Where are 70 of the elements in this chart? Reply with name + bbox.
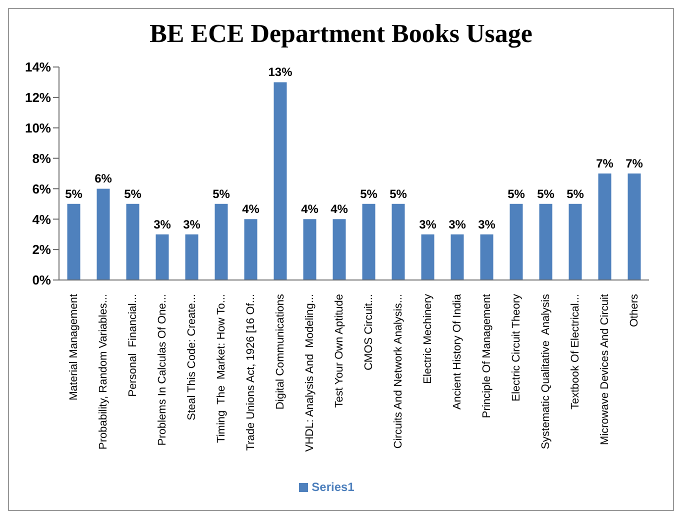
x-tick-label: Material Management (68, 294, 80, 400)
bar (568, 204, 582, 280)
x-tick-label: Electric Circuit Theory (510, 294, 522, 402)
data-label: 4% (242, 202, 260, 216)
x-tick-label: VHDL: Analysis And Modeling... (304, 294, 316, 452)
data-label: 5% (508, 186, 526, 201)
data-label: 3% (478, 217, 496, 232)
x-tick-label: Problems In Calculas Of One... (156, 294, 168, 446)
bar (392, 204, 405, 280)
data-label: 5% (212, 186, 230, 201)
x-tick-label: Digital Communications (274, 294, 286, 410)
x-tick-label: Personal Financial... (126, 294, 139, 397)
data-label: 3% (448, 217, 466, 232)
y-tick-label: 14% (24, 60, 52, 75)
data-label: 5% (390, 186, 408, 201)
data-label: 3% (154, 217, 172, 232)
data-label: 5% (65, 186, 83, 201)
chart-title: BE ECE Department Books Usage (148, 19, 534, 49)
data-label: 3% (419, 217, 437, 232)
bar (510, 204, 523, 280)
x-tick-label: Principle Of Management (480, 294, 493, 418)
bar (303, 219, 316, 280)
data-label: 7% (596, 156, 614, 170)
bar (332, 219, 346, 280)
bar (156, 234, 169, 280)
bar (628, 174, 641, 280)
y-tick-label: 6% (32, 181, 52, 196)
x-tick-label: Trade Unions Act, 1926 [16 Of... (244, 294, 257, 451)
bar (96, 188, 110, 280)
data-label: 7% (626, 156, 644, 170)
x-tick-label: Circuits And Network Analysis... (392, 294, 404, 449)
bar (421, 234, 434, 280)
data-label: 5% (566, 186, 584, 201)
data-label: 5% (124, 186, 142, 201)
data-label: 6% (94, 172, 112, 186)
bar (539, 204, 552, 280)
y-tick-label: 10% (24, 120, 52, 136)
bar (362, 204, 376, 280)
x-tick-label: Probability, Random Variables... (97, 294, 110, 450)
y-tick-label: 12% (24, 90, 52, 106)
x-tick-label: Microwave Devices And Circuit (598, 294, 611, 445)
bar (67, 204, 80, 280)
y-tick-label: 8% (32, 150, 52, 166)
bar (274, 82, 287, 280)
bar (450, 234, 464, 280)
x-tick-label: Systematic Qualitative Analysis (540, 294, 552, 450)
legend-label: Series1 (312, 480, 354, 494)
y-tick-label: 4% (32, 212, 52, 227)
bar (185, 234, 198, 280)
data-label: 4% (330, 202, 348, 216)
data-label: 3% (183, 217, 201, 232)
x-tick-label: Textbook Of Electrical... (569, 294, 582, 410)
y-tick-label: 2% (32, 242, 52, 258)
x-tick-label: Ancient History Of India (451, 293, 464, 410)
x-tick-label: Others (628, 294, 640, 328)
x-tick-label: Test Your Own Aptitude (333, 294, 346, 408)
x-tick-label: Steal This Code: Create... (186, 294, 198, 420)
bar (214, 204, 228, 280)
bar (480, 234, 494, 280)
x-tick-label: Electric Mechinery (422, 294, 434, 384)
data-label: 5% (537, 186, 555, 201)
x-tick-label: CMOS Circuit... (362, 294, 375, 370)
bar (598, 174, 612, 280)
bar (244, 219, 258, 280)
data-label: 13% (268, 65, 293, 80)
data-label: 5% (360, 186, 378, 201)
x-tick-label: Timing The Market: How To... (215, 294, 228, 443)
y-tick-label: 0% (32, 272, 52, 288)
data-label: 4% (301, 202, 319, 216)
bar (126, 204, 140, 280)
